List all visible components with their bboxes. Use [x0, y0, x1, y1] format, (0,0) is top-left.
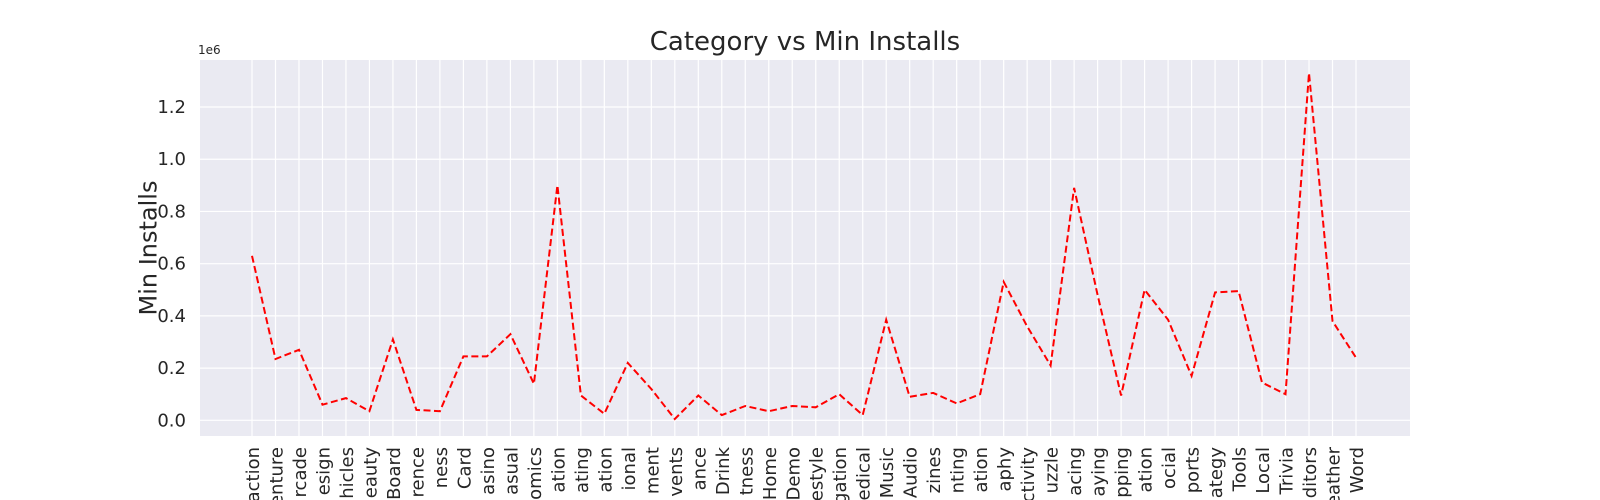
- y-tick-label: 0.6: [157, 254, 186, 275]
- x-tick-label: estyle: [807, 447, 828, 500]
- x-tick-label: ctivity: [1018, 447, 1039, 500]
- x-tick-label: eather: [1324, 446, 1345, 500]
- x-tick-label: acing: [1065, 447, 1086, 496]
- x-tick-label: ation: [971, 447, 992, 493]
- x-tick-label: omics: [525, 447, 546, 500]
- x-tick-label: Trivia: [1277, 447, 1298, 495]
- chart-title: Category vs Min Installs: [650, 27, 960, 57]
- x-tick-label: nting: [948, 447, 969, 493]
- x-tick-label: ness: [431, 447, 452, 488]
- x-tick-label: ation: [1136, 447, 1157, 493]
- y-tick-label: 0.4: [157, 306, 186, 327]
- plot-area: [200, 60, 1410, 436]
- y-offset-label: 1e6: [198, 43, 221, 57]
- series-layer: [251, 73, 1357, 421]
- x-tick-label: ional: [619, 447, 640, 490]
- y-ticks: 0.0 0.2 0.4 0.6 0.8 1.0 1.2: [157, 97, 186, 431]
- x-tick-label: asual: [501, 447, 522, 495]
- x-tick-label: rence: [407, 447, 428, 497]
- x-tick-label: edical: [854, 447, 875, 500]
- x-tick-label: Board: [384, 447, 405, 500]
- y-tick-label: 0.2: [157, 358, 186, 379]
- grid: [200, 60, 1410, 436]
- x-tick-label: zines: [924, 447, 945, 493]
- x-tick-label: Local: [1253, 447, 1274, 494]
- x-ticks: action enture rcade esign hicles eauty Board re…: [243, 446, 1368, 500]
- x-tick-label: tness: [736, 447, 757, 495]
- y-tick-label: 0.8: [157, 201, 186, 222]
- x-tick-label: asino: [478, 447, 499, 495]
- x-tick-label: aying: [1089, 447, 1110, 497]
- x-tick-label: rcade: [290, 447, 311, 497]
- y-axis-label: Min Installs: [134, 181, 162, 316]
- x-tick-label: aphy: [995, 447, 1016, 492]
- x-tick-label: hicles: [337, 447, 358, 499]
- x-tick-label: ategy: [1206, 447, 1227, 499]
- x-tick-label: Audio: [901, 447, 922, 498]
- y-tick-label: 0.0: [157, 410, 186, 431]
- x-tick-label: Card: [454, 447, 475, 489]
- x-tick-label: ditors: [1300, 447, 1321, 498]
- x-tick-label: enture: [266, 447, 287, 500]
- x-tick-label: ating: [572, 447, 593, 493]
- x-tick-label: Home: [760, 447, 781, 500]
- x-tick-label: ocial: [1159, 447, 1180, 489]
- x-tick-label: ation: [548, 447, 569, 493]
- x-tick-label: ation: [595, 447, 616, 493]
- x-tick-label: ment: [642, 447, 663, 494]
- x-tick-label: eauty: [360, 447, 381, 499]
- x-tick-label: esign: [313, 447, 334, 495]
- x-tick-label: ports: [1183, 447, 1204, 493]
- x-tick-label: gation: [830, 447, 851, 500]
- x-tick-label: ance: [689, 447, 710, 490]
- x-tick-label: uzzle: [1042, 447, 1063, 493]
- x-tick-label: Drink: [713, 446, 734, 495]
- x-tick-label: vents: [666, 447, 687, 497]
- x-tick-label: pping: [1112, 447, 1133, 498]
- x-tick-label: Music: [877, 447, 898, 498]
- y-tick-label: 1.0: [157, 149, 186, 170]
- x-tick-label: Demo: [783, 447, 804, 500]
- series-line: [251, 73, 1357, 421]
- x-tick-label: action: [243, 447, 264, 500]
- x-tick-label: Word: [1347, 447, 1368, 493]
- x-tick-label: Tools: [1230, 447, 1251, 492]
- y-tick-label: 1.2: [157, 97, 186, 118]
